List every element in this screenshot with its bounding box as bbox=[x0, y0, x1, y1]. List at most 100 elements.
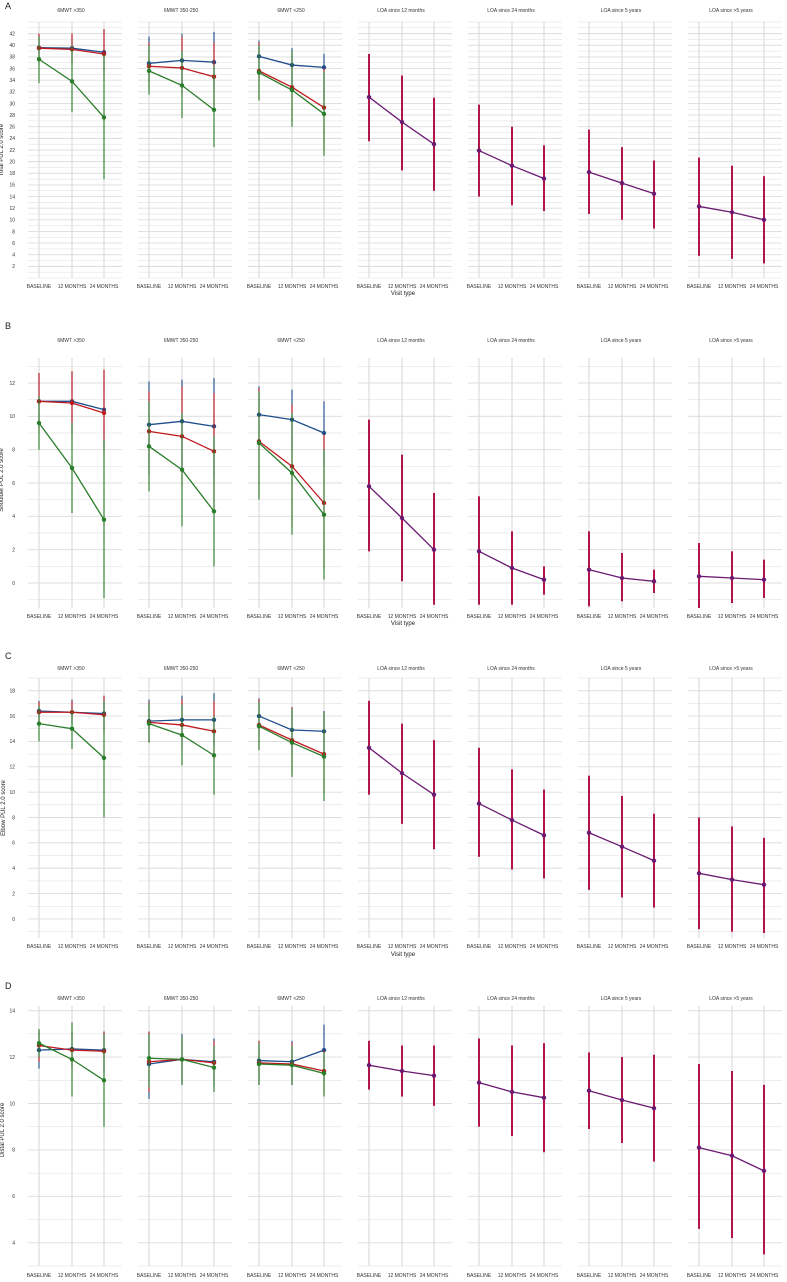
x-tick-label: 12 MONTHS bbox=[498, 284, 527, 290]
x-tick-label: 24 MONTHS bbox=[640, 284, 669, 290]
y-tick-label: 30 bbox=[9, 101, 15, 107]
x-tick-label: BASELINE bbox=[467, 1273, 492, 1279]
x-tick-label: 24 MONTHS bbox=[750, 284, 779, 290]
x-tick-label: BASELINE bbox=[687, 614, 712, 620]
data-point bbox=[256, 70, 262, 75]
facet: 6MWT <250 BASELINE 12 MONTHS 24 MONTHS bbox=[247, 666, 342, 950]
data-point bbox=[696, 204, 702, 209]
y-tick-label: 16 bbox=[9, 714, 15, 720]
facet-title: LOA since >5 years bbox=[709, 996, 753, 1002]
x-tick-label: BASELINE bbox=[247, 284, 272, 290]
y-tick-label: 38 bbox=[9, 55, 15, 61]
series-lt250 bbox=[256, 391, 327, 580]
data-point bbox=[476, 1080, 482, 1085]
facet-title: LOA since 24 months bbox=[487, 666, 535, 672]
data-point bbox=[399, 515, 405, 521]
data-point bbox=[101, 410, 107, 416]
data-point bbox=[146, 444, 152, 449]
x-tick-label: BASELINE bbox=[247, 1273, 272, 1279]
facet-title: 6MWT <250 bbox=[277, 338, 304, 344]
series-loa bbox=[696, 157, 767, 264]
x-tick-label: 12 MONTHS bbox=[278, 1273, 307, 1279]
data-point bbox=[146, 1056, 152, 1061]
x-tick-label: BASELINE bbox=[137, 1273, 162, 1279]
data-point bbox=[541, 577, 547, 582]
y-tick-label: 6 bbox=[12, 1194, 15, 1200]
series-lt250 bbox=[146, 45, 217, 148]
data-point bbox=[179, 1057, 185, 1062]
data-point bbox=[761, 217, 767, 223]
data-point bbox=[509, 565, 515, 571]
y-tick-label: 14 bbox=[9, 1008, 15, 1014]
x-axis-title: Visit type bbox=[391, 952, 416, 958]
facet-title: LOA since 24 months bbox=[487, 996, 535, 1002]
x-tick-label: 12 MONTHS bbox=[168, 284, 197, 290]
series-lt250 bbox=[36, 36, 107, 180]
x-tick-label: 24 MONTHS bbox=[530, 284, 559, 290]
x-tick-label: 12 MONTHS bbox=[608, 1273, 637, 1279]
x-tick-label: 24 MONTHS bbox=[530, 614, 559, 620]
x-tick-label: 24 MONTHS bbox=[530, 944, 559, 950]
data-point bbox=[69, 1057, 75, 1062]
data-point bbox=[289, 87, 295, 93]
data-point bbox=[651, 1105, 657, 1111]
data-point bbox=[36, 721, 42, 726]
y-tick-label: 26 bbox=[9, 125, 15, 131]
series-loa bbox=[476, 496, 547, 605]
x-tick-label: 12 MONTHS bbox=[168, 614, 197, 620]
facet: LOA since 5 years BASELINE 12 MONTHS 24 MON… bbox=[577, 8, 672, 290]
data-point bbox=[101, 755, 107, 761]
y-tick-label: 8 bbox=[12, 815, 15, 821]
x-tick-label: 12 MONTHS bbox=[608, 944, 637, 950]
series-loa bbox=[366, 1040, 437, 1106]
panel-letter: A bbox=[5, 1, 11, 11]
series-lt250 bbox=[146, 703, 217, 795]
data-point bbox=[179, 83, 185, 88]
facet: 6MWT >350 BASELINE 12 MONTHS 24 MONTHS bbox=[27, 996, 122, 1279]
data-point bbox=[101, 1078, 107, 1083]
facet-title: LOA since 24 months bbox=[487, 8, 535, 14]
facet: LOA since >5 years BASELINE 12 MONTHS 24 MO… bbox=[687, 996, 782, 1279]
data-point bbox=[619, 1097, 625, 1103]
x-tick-label: 12 MONTHS bbox=[278, 284, 307, 290]
series-loa bbox=[586, 1052, 657, 1162]
y-tick-label: 12 bbox=[9, 1055, 15, 1061]
panel-D: D Distal PUL 2.0 score 6MWT >350 BASELINE 12… bbox=[0, 981, 782, 1279]
y-tick-label: 10 bbox=[9, 1101, 15, 1107]
x-tick-label: BASELINE bbox=[357, 1273, 382, 1279]
x-tick-label: 24 MONTHS bbox=[310, 284, 339, 290]
x-tick-label: BASELINE bbox=[577, 614, 602, 620]
y-tick-label: 18 bbox=[9, 171, 15, 177]
x-tick-label: 24 MONTHS bbox=[750, 1273, 779, 1279]
data-point bbox=[146, 68, 152, 74]
x-tick-label: 24 MONTHS bbox=[750, 944, 779, 950]
y-tick-label: 14 bbox=[9, 194, 15, 200]
data-point bbox=[431, 547, 437, 552]
data-point bbox=[729, 575, 735, 581]
facet-title: 6MWT <250 bbox=[277, 996, 304, 1002]
data-point bbox=[619, 575, 625, 581]
y-axis-title: Elbow PUL 2.0 score bbox=[1, 779, 7, 835]
data-point bbox=[69, 79, 75, 84]
data-point bbox=[366, 94, 372, 100]
facet: LOA since 12 months BASELINE 12 MONTHS 24 M… bbox=[357, 666, 452, 950]
data-point bbox=[211, 509, 217, 514]
y-tick-label: 34 bbox=[9, 78, 15, 84]
x-tick-label: 12 MONTHS bbox=[718, 284, 747, 290]
x-tick-label: BASELINE bbox=[247, 944, 272, 950]
facet-title: LOA since 5 years bbox=[601, 996, 642, 1002]
x-tick-label: 24 MONTHS bbox=[530, 1273, 559, 1279]
facet-title: LOA since >5 years bbox=[709, 666, 753, 672]
series-lt250 bbox=[36, 396, 107, 598]
y-tick-label: 28 bbox=[9, 113, 15, 119]
x-tick-label: 24 MONTHS bbox=[640, 1273, 669, 1279]
x-tick-label: 12 MONTHS bbox=[608, 614, 637, 620]
facet-title: 6MWT >350 bbox=[57, 338, 84, 344]
data-point bbox=[256, 723, 262, 729]
data-point bbox=[476, 549, 482, 554]
data-point bbox=[101, 115, 107, 120]
y-tick-label: 8 bbox=[12, 447, 15, 453]
data-point bbox=[321, 754, 327, 759]
data-point bbox=[761, 1168, 767, 1174]
